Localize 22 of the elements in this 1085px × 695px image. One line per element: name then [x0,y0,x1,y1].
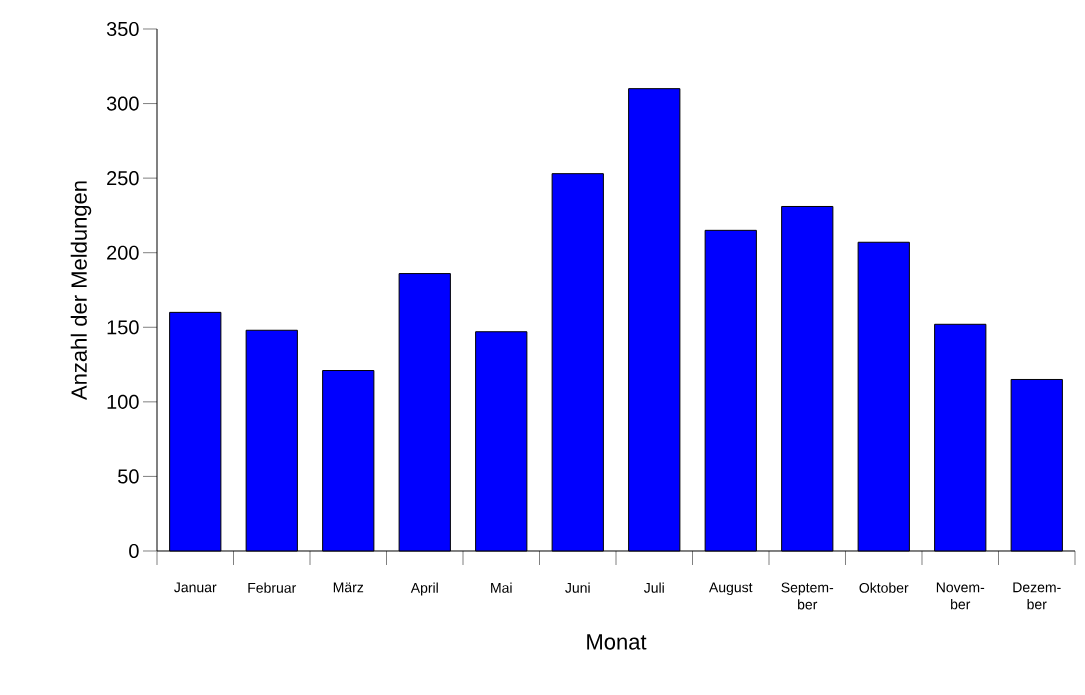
y-tick-label: 50 [118,469,139,484]
y-tick-label: 0 [129,543,139,559]
y-tick-label: 200 [107,245,139,260]
y-tick-label: 300 [106,96,139,111]
x-tick-label: Juni [565,582,590,593]
x-tick-label: Juli [643,582,664,593]
x-tick-label: August [708,582,753,596]
y-axis-title: Anzahl der Meldungen [70,181,92,401]
x-tick-label: März [333,582,364,593]
y-tick-label: 150 [107,320,139,335]
x-tick-label: Septem- ber [781,582,834,610]
x-axis-title: Monat [587,634,647,650]
x-tick-label: Februar [248,582,297,593]
x-tick-label: Januar [174,582,217,593]
y-tick-label: 350 [106,21,139,37]
x-tick-label: Novem- ber [936,582,985,610]
x-tick-label: Oktober [859,582,909,593]
y-tick-label: 100 [107,394,139,409]
x-tick-label: April [410,582,438,596]
x-tick-label: Dezem- ber [1013,582,1061,610]
y-tick-label: 250 [107,171,139,186]
x-tick-label: Mai [491,582,512,593]
